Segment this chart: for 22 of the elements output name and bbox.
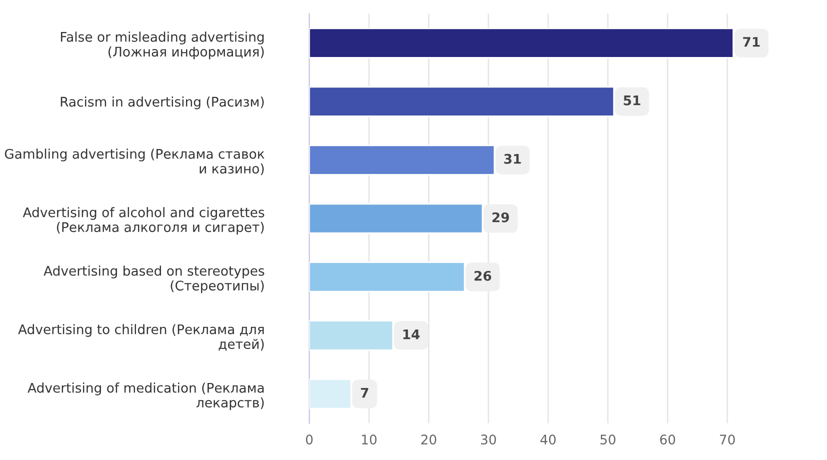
x-tick-label: 0 bbox=[306, 434, 313, 445]
x-tick-label: 60 bbox=[660, 434, 676, 445]
y-tick-label: Gambling advertising (Реклама ставок и казино) bbox=[4, 148, 264, 176]
data-label: 71 bbox=[743, 37, 760, 47]
x-tick-label: 50 bbox=[600, 434, 616, 445]
x-tick-label: 10 bbox=[362, 434, 377, 445]
data-label: 26 bbox=[474, 270, 492, 281]
data-label: 51 bbox=[624, 96, 640, 106]
data-label: 7 bbox=[360, 388, 368, 398]
y-tick-label: False or misleading advertising (Ложная информация) bbox=[60, 32, 264, 60]
y-tick-label: Advertising based on stereotypes (Стереотипы) bbox=[44, 266, 264, 294]
x-tick-label: 30 bbox=[481, 434, 496, 445]
y-tick-label: Advertising of alcohol and cigarettes (Реклама алкоголя и сигарет) bbox=[22, 207, 264, 235]
data-label: 29 bbox=[492, 212, 509, 222]
x-tick-label: 20 bbox=[421, 434, 436, 445]
x-tick-label: 70 bbox=[720, 434, 735, 445]
data-label: 14 bbox=[403, 329, 420, 340]
data-label: 31 bbox=[504, 154, 521, 164]
y-tick-label: Advertising to children (Реклама для детей) bbox=[18, 324, 264, 351]
x-tick-label: 40 bbox=[540, 434, 556, 445]
y-tick-label: Racism in advertising (Расизм) bbox=[60, 96, 264, 110]
y-tick-label: Advertising of medication (Реклама лекарств) bbox=[28, 382, 264, 410]
